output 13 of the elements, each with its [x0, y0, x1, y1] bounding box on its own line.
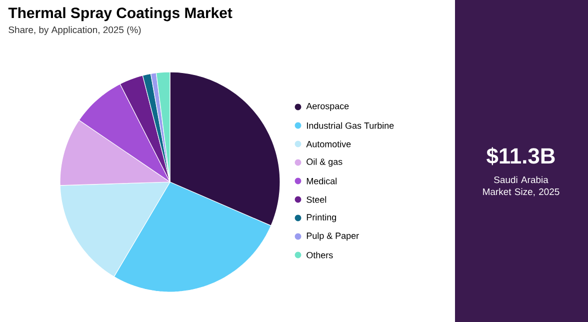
legend-label: Steel [306, 196, 326, 203]
legend-label: Automotive [306, 140, 351, 148]
text: $11.3B [486, 147, 555, 166]
chart-subtitle: Share, by Application, 2025 (%) [8, 26, 141, 36]
legend-label: Medical [306, 178, 336, 184]
legend-label: Others [306, 252, 333, 258]
legend-label: Oil & gas [306, 158, 342, 167]
legend-label: Pulp & Paper [306, 232, 359, 241]
legend-label: Aerospace [306, 102, 349, 112]
legend-label: Printing [306, 214, 336, 222]
legend-label: Industrial Gas Turbine [307, 122, 394, 129]
text: Saudi Arabia Market Size, 2025 [483, 176, 560, 196]
chart-title: Thermal Spray Coatings Market [8, 7, 232, 22]
